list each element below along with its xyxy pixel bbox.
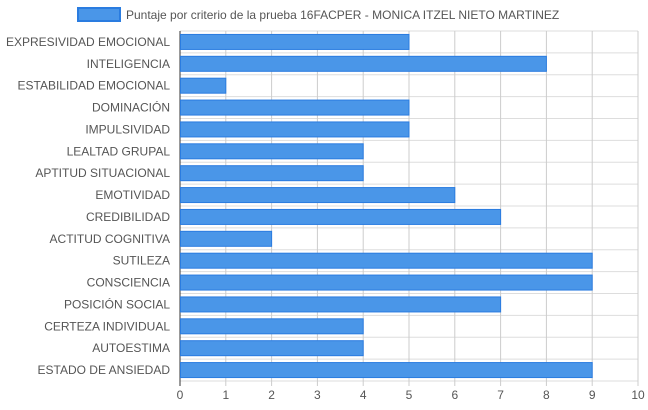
legend-swatch: [77, 7, 121, 22]
gridlines: [179, 30, 639, 386]
bar[interactable]: [180, 143, 364, 160]
x-tick-label: 1: [222, 388, 229, 402]
category-label: CERTEZA INDIVIDUAL: [44, 319, 170, 333]
bar[interactable]: [180, 165, 364, 182]
bar[interactable]: [180, 362, 593, 379]
x-tick-label: 8: [543, 388, 550, 402]
x-tick-label: 7: [497, 388, 504, 402]
category-label: APTITUD SITUACIONAL: [35, 166, 170, 180]
x-tick-label: 0: [177, 388, 184, 402]
category-label: EMOTIVIDAD: [95, 188, 170, 202]
x-tick-label: 4: [360, 388, 367, 402]
x-tick-label: 3: [314, 388, 321, 402]
bar[interactable]: [180, 274, 593, 291]
bar[interactable]: [180, 77, 227, 94]
bar[interactable]: [180, 318, 364, 335]
x-tick-label: 2: [268, 388, 275, 402]
bar[interactable]: [180, 99, 410, 116]
category-label: IMPULSIVIDAD: [85, 122, 170, 136]
x-tick-label: 10: [631, 388, 645, 402]
x-axis-tick-labels: 0 1 2 3 4 5 6 7 8 9 10: [177, 388, 645, 402]
category-label: AUTOESTIMA: [92, 341, 170, 355]
x-tick-label: 6: [451, 388, 458, 402]
category-label: SUTILEZA: [113, 254, 170, 268]
bar[interactable]: [180, 33, 410, 50]
category-label: ESTADO DE ANSIEDAD: [38, 363, 171, 377]
category-label: CREDIBILIDAD: [86, 210, 170, 224]
bar[interactable]: [180, 187, 456, 204]
category-label: EXPRESIVIDAD EMOCIONAL: [6, 35, 170, 49]
bars: [180, 33, 593, 379]
legend-label: Puntaje por criterio de la prueba 16FACP…: [126, 8, 559, 22]
bar[interactable]: [180, 55, 547, 72]
category-label: POSICIÓN SOCIAL: [64, 296, 170, 311]
category-label: LEALTAD GRUPAL: [67, 144, 171, 158]
bar[interactable]: [180, 208, 502, 225]
legend[interactable]: Puntaje por criterio de la prueba 16FACP…: [77, 7, 559, 22]
category-label: DOMINACIÓN: [92, 100, 170, 115]
bar[interactable]: [180, 121, 410, 138]
x-tick-label: 5: [406, 388, 413, 402]
x-tick-label: 9: [589, 388, 596, 402]
bar[interactable]: [180, 296, 502, 313]
bar[interactable]: [180, 230, 273, 247]
category-labels: EXPRESIVIDAD EMOCIONAL INTELIGENCIA ESTABI…: [6, 35, 170, 377]
bar[interactable]: [180, 340, 364, 357]
category-label: CONSCIENCIA: [87, 276, 170, 290]
category-label: ESTABILIDAD EMOCIONAL: [18, 79, 171, 93]
category-label: ACTITUD COGNITIVA: [50, 232, 170, 246]
category-label: INTELIGENCIA: [87, 57, 170, 71]
bar[interactable]: [180, 252, 593, 269]
